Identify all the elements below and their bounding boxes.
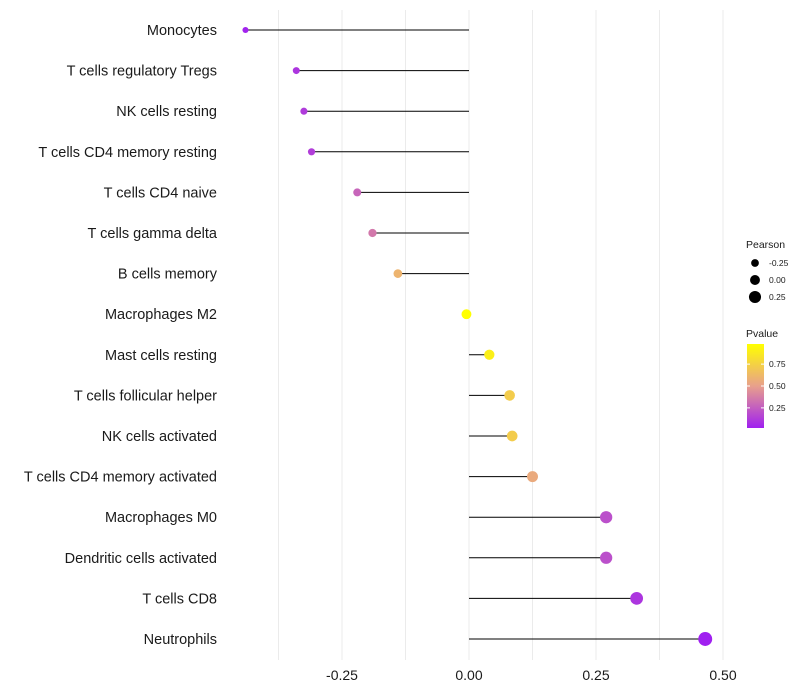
x-tick-layer: -0.25 0.00 0.25 0.50 <box>326 667 737 683</box>
category-label: T cells CD8 <box>142 591 217 607</box>
category-label: B cells memory <box>118 267 218 283</box>
lollipop-point <box>368 228 377 238</box>
lollipop-point <box>242 26 249 34</box>
lollipop-point <box>461 309 472 320</box>
lollipop-point <box>292 67 300 75</box>
category-label: Dendritic cells activated <box>65 551 217 567</box>
lollipop-point <box>527 471 538 483</box>
category-label: Monocytes <box>147 23 217 39</box>
x-tick-label: 0.00 <box>455 667 482 683</box>
pearson-legend-label: 0.25 <box>769 292 786 302</box>
lollipop-point <box>698 632 713 646</box>
category-label: T cells CD4 memory activated <box>24 470 217 486</box>
category-label: Macrophages M2 <box>105 307 217 323</box>
pvalue-tick-label: 0.50 <box>769 381 786 391</box>
category-label: Mast cells resting <box>105 348 217 364</box>
pvalue-tick-label: 0.25 <box>769 403 786 413</box>
point-layer <box>242 26 713 646</box>
category-label: NK cells activated <box>102 429 217 445</box>
pvalue-tick-label: 0.75 <box>769 359 786 369</box>
lollipop-point <box>300 107 308 115</box>
category-label: T cells follicular helper <box>74 388 217 404</box>
lollipop-point <box>630 592 644 605</box>
x-tick-label: 0.50 <box>709 667 736 683</box>
pvalue-legend-title: Pvalue <box>746 328 778 340</box>
lollipop-point <box>484 349 495 360</box>
category-label: T cells gamma delta <box>88 226 218 242</box>
pearson-legend-dot <box>751 259 759 267</box>
lollipop-point <box>393 269 403 278</box>
lollipop-point <box>504 390 515 401</box>
category-label: NK cells resting <box>116 104 217 120</box>
pearson-legend-dot <box>750 275 760 285</box>
pearson-legend-label: 0.00 <box>769 275 786 285</box>
lollipop-point <box>353 188 362 197</box>
category-label: T cells CD4 memory resting <box>38 145 217 161</box>
pearson-legend-dot <box>748 290 762 304</box>
x-tick-label: -0.25 <box>326 667 358 683</box>
x-tick-label: 0.25 <box>582 667 609 683</box>
grid-layer <box>278 10 724 660</box>
lollipop-point <box>506 430 518 442</box>
pearson-legend-items: -0.25 0.00 0.25 <box>748 258 789 304</box>
category-label: T cells CD4 naive <box>104 185 217 201</box>
lollipop-point <box>600 551 613 564</box>
pvalue-colorbar <box>747 344 764 428</box>
lollipop-point <box>307 148 316 156</box>
category-label: Macrophages M0 <box>105 510 217 526</box>
category-label: Neutrophils <box>144 632 217 648</box>
stem-layer <box>245 29 706 640</box>
pearson-legend-label: -0.25 <box>769 258 789 268</box>
category-label-layer: Monocytes T cells regulatory Tregs NK cell… <box>24 23 218 648</box>
legend-layer: Pearson -0.25 0.00 0.25 Pvalue 0.75 0.50 0.2… <box>746 239 789 428</box>
category-label: T cells regulatory Tregs <box>67 64 217 80</box>
pearson-legend-title: Pearson <box>746 239 785 251</box>
pvalue-legend-ticks: 0.75 0.50 0.25 <box>747 359 786 413</box>
lollipop-point <box>600 511 613 524</box>
